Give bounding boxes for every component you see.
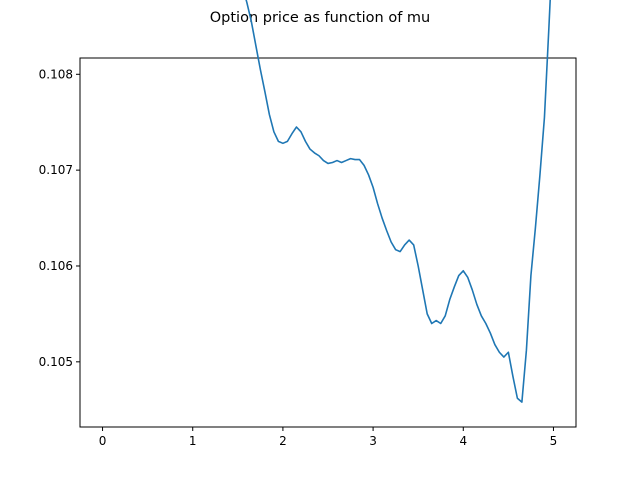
- y-tick-label: 0.106: [39, 259, 73, 273]
- x-tick-label: 1: [189, 434, 197, 448]
- x-tick-label: 4: [459, 434, 467, 448]
- y-tick-label: 0.107: [39, 163, 73, 177]
- x-tick-label: 5: [550, 434, 558, 448]
- chart-title: Option price as function of mu: [210, 10, 431, 26]
- x-tick-label: 0: [99, 434, 107, 448]
- plot-area: [80, 58, 576, 427]
- x-tick-label: 2: [279, 434, 287, 448]
- y-tick-label: 0.105: [39, 355, 73, 369]
- y-tick-label: 0.108: [39, 67, 73, 81]
- x-tick-label: 3: [369, 434, 377, 448]
